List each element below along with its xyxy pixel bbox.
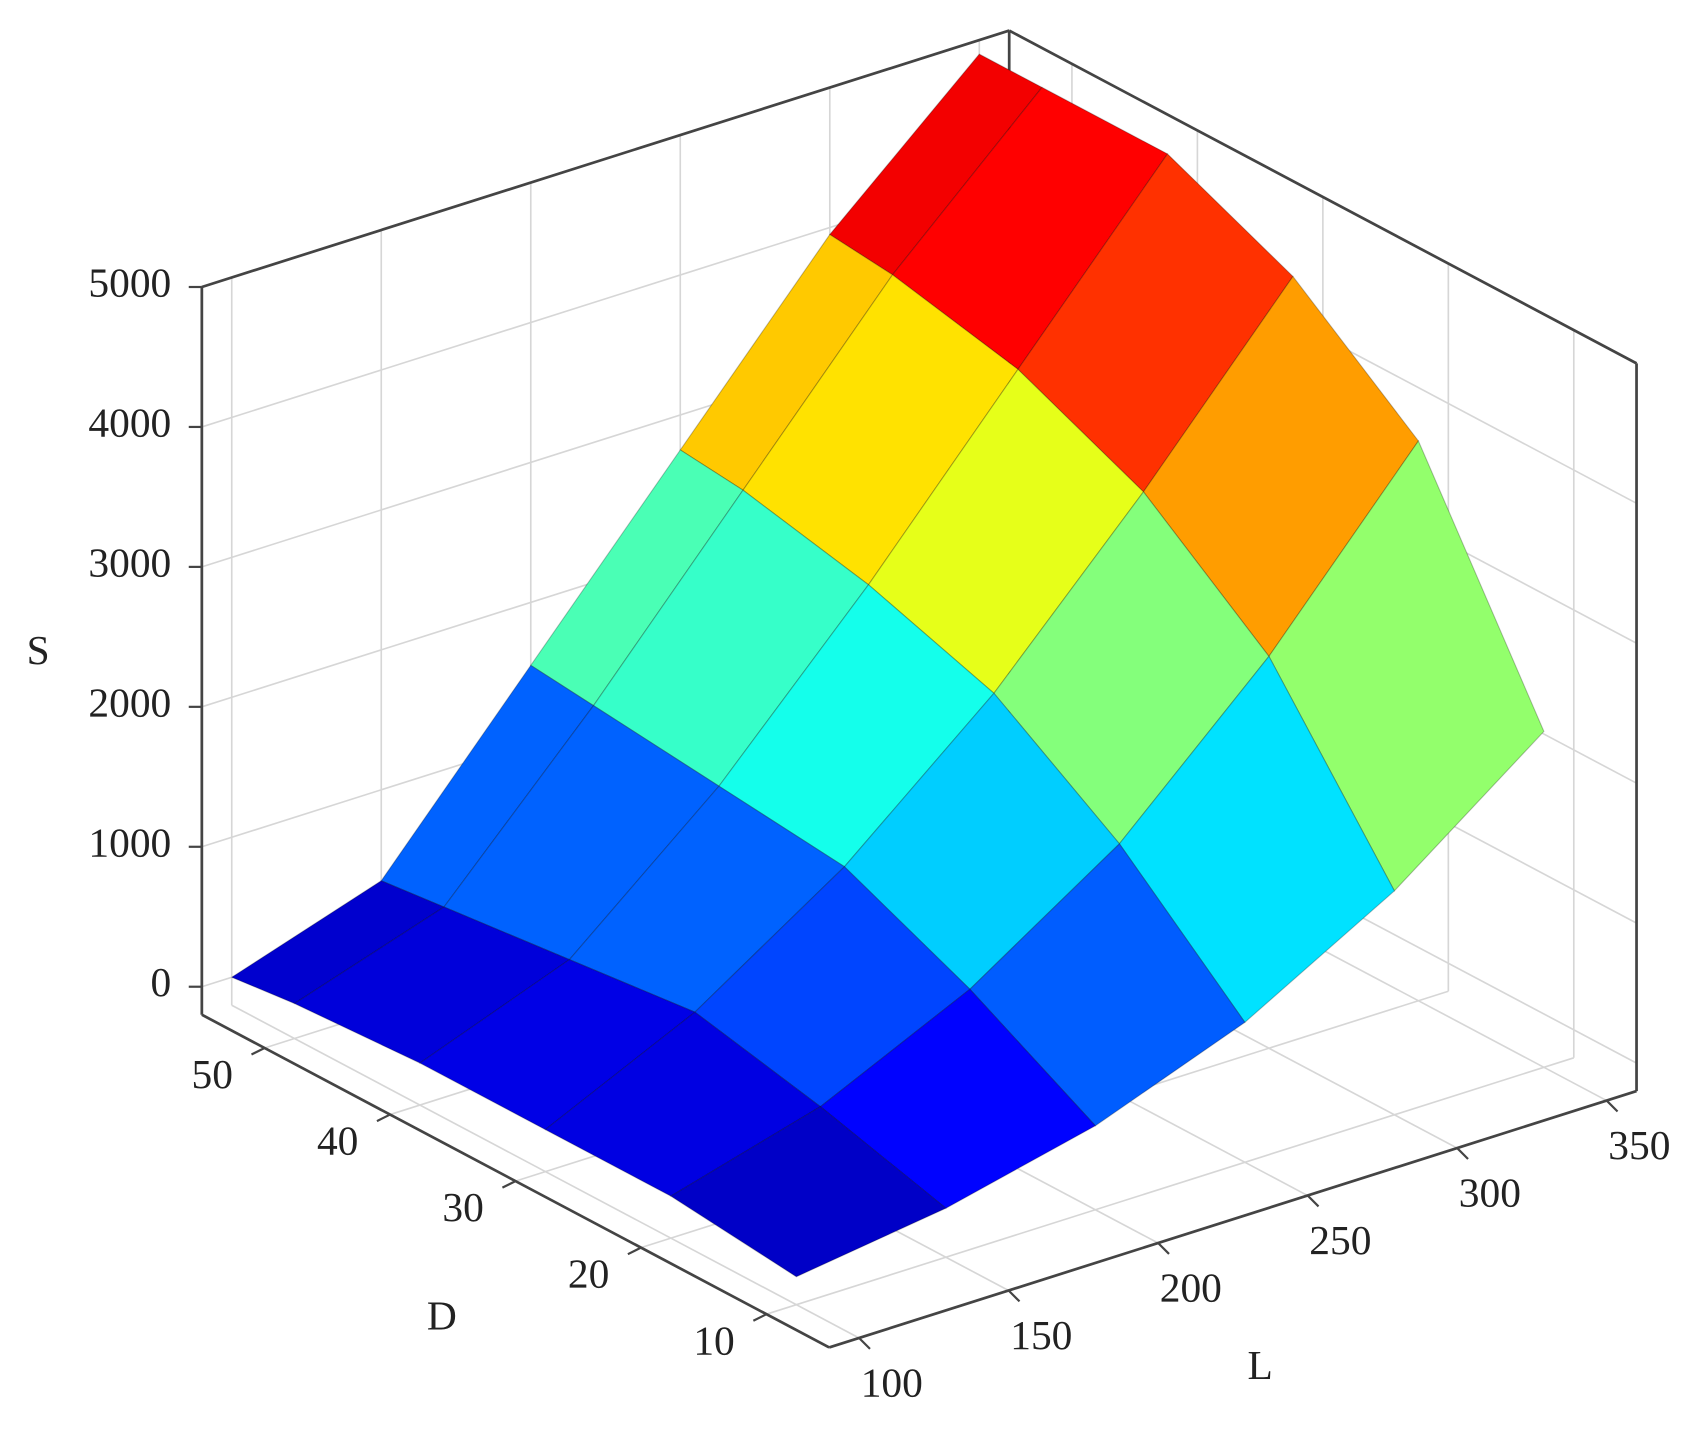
tick-mark <box>1456 1147 1469 1160</box>
x-tick-label: 250 <box>1309 1217 1371 1263</box>
y-tick-label: 30 <box>442 1184 483 1230</box>
tick-mark <box>1157 1242 1170 1255</box>
x-axis-label: L <box>1247 1342 1272 1388</box>
y-axis-label: D <box>427 1293 457 1339</box>
surface-patch <box>669 1106 947 1278</box>
axis-line <box>201 29 1010 289</box>
axis-line <box>1008 29 1638 365</box>
surface-patch <box>544 1011 822 1197</box>
axis-line <box>828 1089 1637 1349</box>
tick-mark <box>1605 1099 1619 1113</box>
surface-patch <box>819 988 1097 1209</box>
surface-patch <box>679 233 894 491</box>
axis-line <box>201 1013 830 1349</box>
surface-patch <box>1268 439 1545 892</box>
y-tick-label: 40 <box>317 1118 358 1164</box>
tick-mark <box>1007 1289 1021 1303</box>
z-tick-label: 4000 <box>88 399 171 445</box>
surface-patch <box>1142 275 1420 658</box>
y-tick-label: 50 <box>191 1051 232 1097</box>
tick-mark <box>752 1313 767 1322</box>
y-tick-label: 10 <box>693 1317 734 1363</box>
surface <box>230 53 1545 1278</box>
z-tick-label: 1000 <box>88 819 171 865</box>
labels: S D L 0 1000 2000 3000 4000 5000 100 150 200 250 3… <box>27 260 1671 1406</box>
x-tick-label: 150 <box>1010 1312 1072 1358</box>
tick-mark <box>858 1337 871 1350</box>
x-tick-label: 350 <box>1608 1122 1670 1168</box>
tick-mark <box>1306 1194 1320 1208</box>
surface-patch <box>1118 655 1396 1024</box>
tick-mark <box>250 1047 266 1056</box>
z-tick-label: 5000 <box>88 260 171 306</box>
grid-line <box>766 1057 1575 1315</box>
surface-patch <box>718 583 995 868</box>
y-tick-label: 20 <box>568 1251 609 1297</box>
x-tick-label: 100 <box>861 1360 923 1406</box>
tick-mark <box>627 1246 642 1256</box>
tick-mark <box>501 1180 516 1189</box>
z-tick-label: 2000 <box>88 679 171 725</box>
x-tick-label: 200 <box>1160 1265 1222 1311</box>
tick-mark <box>376 1113 391 1123</box>
x-tick-label: 300 <box>1459 1170 1521 1216</box>
z-tick-label: 0 <box>151 959 172 1005</box>
z-tick-label: 3000 <box>88 539 171 585</box>
z-axis-label: S <box>27 627 50 673</box>
